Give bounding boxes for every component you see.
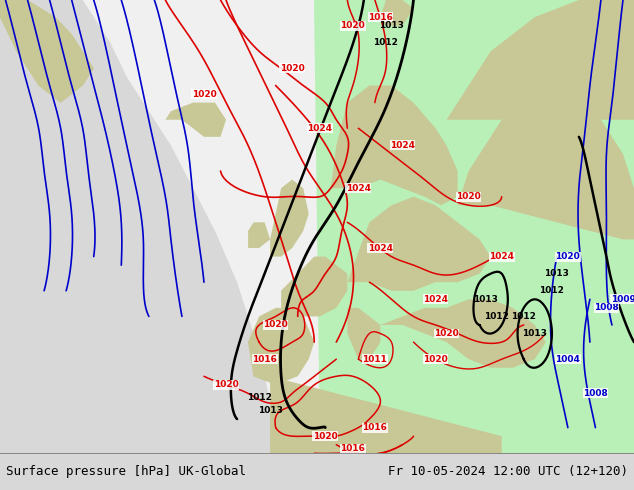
- Polygon shape: [281, 257, 347, 317]
- Polygon shape: [446, 0, 634, 120]
- Polygon shape: [270, 376, 501, 453]
- Text: 1016: 1016: [340, 444, 365, 453]
- Text: 1020: 1020: [313, 432, 338, 441]
- Text: 1020: 1020: [456, 192, 481, 201]
- Text: 1016: 1016: [363, 423, 387, 432]
- Polygon shape: [0, 0, 94, 102]
- Text: 1020: 1020: [555, 252, 580, 261]
- Text: 1008: 1008: [594, 303, 619, 312]
- Text: Fr 10-05-2024 12:00 UTC (12+120): Fr 10-05-2024 12:00 UTC (12+120): [387, 465, 628, 478]
- Polygon shape: [458, 86, 634, 240]
- Polygon shape: [165, 102, 226, 137]
- Polygon shape: [331, 86, 458, 205]
- Polygon shape: [380, 0, 413, 25]
- Polygon shape: [347, 196, 491, 291]
- Polygon shape: [248, 222, 270, 248]
- Polygon shape: [347, 308, 380, 359]
- Text: 1012: 1012: [511, 312, 536, 321]
- Polygon shape: [82, 0, 425, 453]
- Text: 1024: 1024: [346, 184, 371, 193]
- Polygon shape: [446, 0, 634, 120]
- Text: 1013: 1013: [257, 406, 283, 415]
- Polygon shape: [270, 376, 501, 453]
- Polygon shape: [458, 86, 634, 240]
- Polygon shape: [248, 308, 314, 385]
- Text: 1020: 1020: [340, 21, 365, 30]
- Text: 1020: 1020: [214, 380, 238, 390]
- Polygon shape: [347, 308, 380, 359]
- Polygon shape: [270, 180, 309, 257]
- Text: 1009: 1009: [611, 295, 634, 304]
- Text: 1016: 1016: [252, 355, 277, 364]
- Polygon shape: [281, 257, 347, 317]
- Text: 1013: 1013: [522, 329, 547, 338]
- Polygon shape: [165, 102, 226, 137]
- Text: 1013: 1013: [545, 269, 569, 278]
- Text: 1012: 1012: [247, 393, 271, 402]
- Text: 1020: 1020: [191, 90, 216, 98]
- Text: 1011: 1011: [363, 355, 387, 364]
- Text: 1013: 1013: [473, 295, 498, 304]
- Polygon shape: [347, 196, 491, 291]
- Text: 1024: 1024: [423, 295, 448, 304]
- Text: 1008: 1008: [583, 389, 608, 398]
- Text: 1024: 1024: [307, 124, 332, 133]
- Text: 1020: 1020: [423, 355, 448, 364]
- Text: 1012: 1012: [373, 38, 398, 47]
- Text: 1020: 1020: [434, 329, 459, 338]
- Polygon shape: [380, 0, 413, 25]
- Text: 1024: 1024: [489, 252, 514, 261]
- Text: 1004: 1004: [555, 355, 580, 364]
- Polygon shape: [380, 299, 546, 368]
- Text: 1016: 1016: [368, 13, 393, 22]
- Text: 1020: 1020: [263, 320, 288, 329]
- Polygon shape: [0, 0, 94, 102]
- Polygon shape: [248, 308, 314, 385]
- Polygon shape: [331, 86, 458, 205]
- Text: 1013: 1013: [379, 21, 404, 30]
- Text: Surface pressure [hPa] UK-Global: Surface pressure [hPa] UK-Global: [6, 465, 247, 478]
- Text: 1024: 1024: [368, 244, 393, 252]
- Text: 1012: 1012: [484, 312, 508, 321]
- Text: 1012: 1012: [539, 286, 564, 295]
- Polygon shape: [314, 0, 634, 453]
- Text: 1020: 1020: [280, 64, 304, 73]
- Polygon shape: [270, 180, 309, 257]
- Polygon shape: [248, 222, 270, 248]
- Text: 1024: 1024: [390, 141, 415, 150]
- Polygon shape: [380, 299, 546, 368]
